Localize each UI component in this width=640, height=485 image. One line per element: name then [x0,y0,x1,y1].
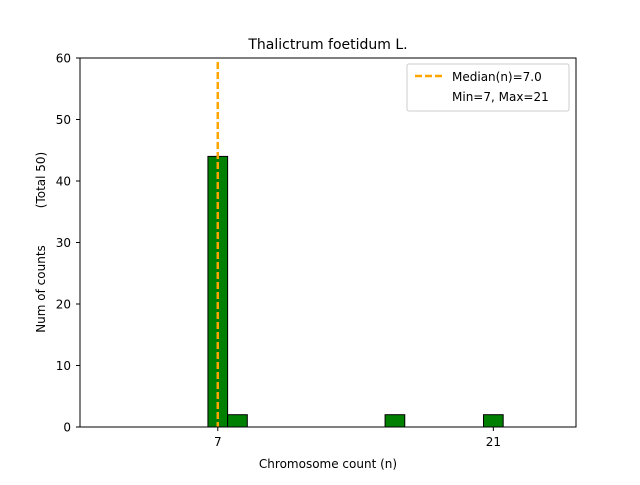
y-tick-label: 20 [56,298,71,312]
legend-minmax-label: Min=7, Max=21 [452,90,549,104]
x-axis: 7 21 [214,427,501,449]
legend: Median(n)=7.0 Min=7, Max=21 [406,63,570,112]
legend-median-label: Median(n)=7.0 [452,70,542,84]
legend-box [406,63,570,112]
y-axis-label: Num of counts [34,245,48,333]
y-tick-label: 10 [56,359,71,373]
y-axis-total-note: (Total 50) [34,152,48,208]
x-tick-label: 21 [486,435,501,449]
x-tick-label: 7 [214,435,222,449]
y-tick-label: 60 [56,52,71,66]
plot-frame [79,57,577,428]
bar-group [207,155,504,428]
y-tick-label: 40 [56,175,71,189]
chart-title: Thalictrum foetidum L. [247,37,407,53]
histogram-bar-3 [384,414,406,428]
histogram-bar-2 [227,414,248,428]
y-axis: 0 10 20 30 40 50 60 [56,52,80,435]
y-tick-label: 50 [56,113,71,127]
y-tick-label: 0 [63,421,71,435]
histogram-bar-4 [482,414,504,428]
y-tick-label: 30 [56,236,71,250]
x-axis-label: Chromosome count (n) [259,457,397,471]
